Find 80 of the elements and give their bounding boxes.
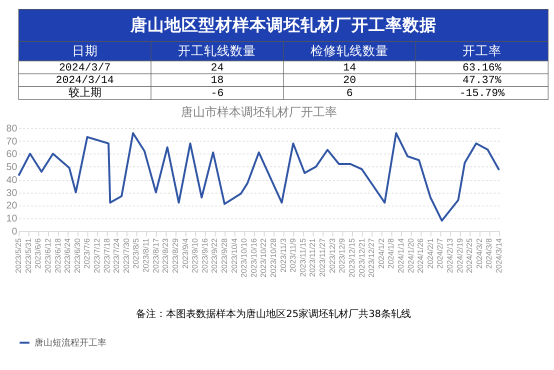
x-tick-label: 2024/2/7: [436, 238, 445, 269]
x-tick-label: 2024/1/20: [406, 238, 416, 274]
x-tick-label: 2023/10/4: [230, 238, 239, 274]
text: 47.37%: [462, 75, 502, 88]
x-tick-label: 2024/2/19: [455, 238, 464, 274]
x-tick-label: 2023/8/29: [170, 238, 180, 274]
text: 18: [210, 75, 224, 88]
x-tick-label: 2023/11/15: [298, 238, 308, 277]
x-tick-label: 2023/12/21: [357, 238, 366, 278]
x-tick-label: 2023/9/4: [180, 238, 190, 269]
x-tick-label: 2023/10/16: [249, 238, 258, 278]
text: 检修轧线数量: [310, 44, 389, 60]
x-tick-label: 2023/10/28: [269, 238, 278, 278]
x-tick-label: 2024/1/8: [386, 238, 396, 269]
text: 2024/3/14: [56, 75, 114, 88]
x-tick-label: 2023/6/12: [43, 238, 52, 274]
line-series: [18, 132, 500, 222]
y-tick-label: 40: [6, 174, 18, 186]
x-tick-label: 2023/9/28: [220, 238, 229, 274]
text: 较上期: [68, 86, 102, 100]
x-tick-label: 2023/12/27: [367, 238, 376, 278]
x-tick-label: 2023/9/22: [210, 238, 220, 274]
x-tick-label: 2023/12/15: [347, 238, 356, 278]
x-tick-label: 2023/8/17: [151, 238, 160, 274]
x-tick-label: 2023/10/10: [240, 238, 249, 278]
text: 20: [343, 75, 356, 88]
y-tick-label: 50: [6, 162, 18, 174]
x-tick-label: 2023/12/9: [338, 238, 347, 274]
text: -6: [210, 88, 224, 100]
y-tick-label: 30: [6, 188, 18, 199]
x-tick-label: 2023/11/21: [308, 238, 318, 277]
text: 备注：本图表数据样本为唐山地区25家调坯轧材厂共38条轧线: [136, 308, 412, 320]
text: -15.79%: [459, 88, 506, 100]
x-tick-label: 2023/9/16: [200, 238, 210, 274]
text: 开工轧线数量: [178, 44, 256, 60]
x-tick-label: 2023/11/3: [278, 238, 288, 273]
text: 2024/3/7: [58, 62, 111, 74]
x-tick-label: 2023/6/24: [63, 238, 72, 274]
y-tick-label: 60: [6, 149, 18, 160]
x-tick-label: 2024/1/14: [396, 238, 406, 274]
x-tick-label: 2024/3/2: [474, 238, 484, 269]
x-tick-label: 2023/8/11: [142, 238, 151, 273]
x-tick-label: 2023/10/22: [259, 238, 268, 278]
chart-title: 唐山市样本调坯轧材厂开工率: [180, 105, 337, 120]
text: 24: [210, 62, 224, 74]
x-tick-label: 2023/5/31: [24, 238, 33, 274]
x-tick-label: 2024/2/25: [465, 238, 474, 274]
text: 开工率: [462, 43, 502, 60]
x-tick-label: 2023/7/12: [92, 238, 102, 274]
x-tick-label: 2024/2/1: [426, 238, 435, 269]
legend-label: 唐山短流程开工率: [34, 338, 106, 349]
y-tick-label: 70: [6, 136, 18, 148]
x-tick-label: 2023/12/3: [328, 238, 337, 274]
x-tick-label: 2023/7/24: [112, 238, 122, 274]
x-tick-label: 2024/3/14: [494, 238, 504, 274]
x-tick-label: 2023/9/10: [190, 238, 200, 274]
y-tick-label: 10: [6, 214, 18, 225]
x-tick-label: 2023/7/30: [122, 238, 131, 274]
text: 63.16%: [462, 62, 502, 74]
x-tick-label: 2023/7/18: [102, 238, 112, 274]
text: 唐山地区型材样本调坯轧材厂开工率数据: [129, 15, 436, 34]
x-tick-label: 2023/6/6: [34, 238, 43, 269]
x-tick-label: 2023/8/5: [132, 238, 141, 269]
text: 14: [343, 62, 356, 74]
x-tick-label: 2023/6/18: [53, 238, 62, 274]
y-tick-label: 80: [6, 123, 18, 134]
y-tick-label: 20: [6, 200, 18, 212]
x-tick-label: 2023/11/9: [288, 238, 298, 273]
x-tick-label: 2023/5/25: [14, 238, 24, 274]
x-tick-label: 2023/6/30: [72, 238, 82, 274]
x-tick-label: 2024/3/8: [484, 238, 494, 269]
x-tick-label: 2024/2/13: [446, 238, 455, 274]
x-tick-label: 2023/11/27: [318, 238, 328, 277]
x-tick-label: 2023/8/23: [161, 238, 170, 274]
x-tick-label: 2024/1/2: [376, 238, 386, 269]
x-tick-label: 2023/7/6: [82, 238, 92, 269]
y-tick-label: 0: [12, 226, 18, 238]
text: 日期: [72, 44, 98, 60]
x-tick-label: 2024/1/26: [416, 238, 426, 274]
text: 6: [346, 88, 353, 100]
